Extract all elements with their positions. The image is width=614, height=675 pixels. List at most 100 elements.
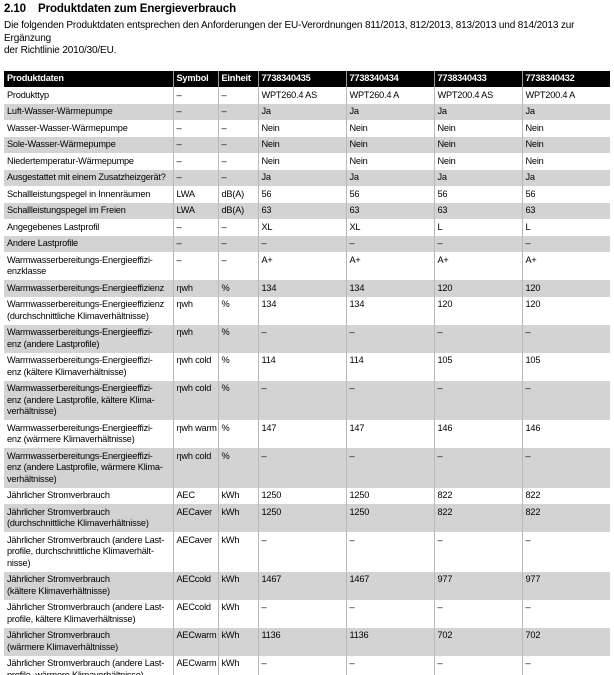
table-row: Luft-Wasser-Wärmepumpe – – Ja Ja Ja Ja <box>4 103 610 120</box>
cell-value-2: 63 <box>345 202 434 219</box>
table-row: Jährlicher Stromverbrauch (andere Last- … <box>4 532 610 572</box>
cell-product-label: Warmwasserbereitungs-Energieeffizienz <box>4 280 173 297</box>
table-row: Sole-Wasser-Wärmepumpe – – Nein Nein Nei… <box>4 136 610 153</box>
cell-value-1: 134 <box>257 280 346 297</box>
table-row: Jährlicher Stromverbrauch (wärmere Klima… <box>4 627 610 656</box>
cell-symbol: LWA <box>172 186 218 203</box>
table-row: Warmwasserbereitungs-Energieeffizi- enz … <box>4 352 610 381</box>
cell-value-2: – <box>345 655 434 675</box>
cell-product-label: Angegebenes Lastprofil <box>7 221 100 232</box>
cell-value-1: A+ <box>257 252 346 280</box>
cell-value-4: Ja <box>521 103 610 120</box>
cell-value-3: 822 <box>433 487 522 504</box>
cell-value-3: Ja <box>433 169 522 186</box>
cell-product-label: Ausgestattet mit einem Zusatzheizgerät? <box>4 169 173 186</box>
cell-value-1: XL <box>257 219 346 236</box>
cell-unit: dB(A) <box>217 186 258 203</box>
table-row: Produkttyp – – WPT260.4 AS WPT260.4 A WP… <box>4 87 610 104</box>
cell-value-1: 1250 <box>257 487 346 504</box>
cell-value-1: Ja <box>257 103 346 120</box>
cell-value-1: – <box>257 380 346 420</box>
cell-symbol: ηwh cold <box>172 352 218 381</box>
cell-product-label: Produkttyp <box>7 89 49 100</box>
cell-symbol: – <box>172 136 218 153</box>
cell-value-3: WPT200.4 AS <box>433 87 522 104</box>
cell-symbol: AEC <box>172 487 218 504</box>
cell-product-label: Jährlicher Stromverbrauch (kältere Klima… <box>4 571 173 600</box>
column-header-ordernumber-4: 7738340432 <box>521 70 610 87</box>
cell-product-label: Jährlicher Stromverbrauch <box>7 490 110 500</box>
cell-value-2: WPT260.4 A <box>345 87 434 104</box>
cell-value-4: A+ <box>521 252 610 280</box>
cell-value-4: Nein <box>521 136 610 153</box>
cell-value-3: – <box>433 448 522 488</box>
cell-value-3: 977 <box>433 571 522 600</box>
cell-value-4: Nein <box>521 153 610 170</box>
table-row: Warmwasserbereitungs-Energieeffizienz (d… <box>4 296 610 325</box>
cell-value-3: – <box>433 235 522 252</box>
cell-unit: kWh <box>217 627 258 656</box>
cell-symbol: – <box>172 169 218 186</box>
cell-value-3: Nein <box>433 136 522 153</box>
product-data-table: Produktdaten Symbol Einheit 7738340435 7… <box>4 70 610 675</box>
cell-value-4: 146 <box>521 420 610 448</box>
cell-unit: dB(A) <box>217 202 258 219</box>
cell-value-3: L <box>433 219 522 236</box>
cell-unit: – <box>217 219 258 236</box>
cell-value-1: 63 <box>257 202 346 219</box>
column-header-symbol: Symbol <box>172 70 218 87</box>
cell-value-2: XL <box>345 219 434 236</box>
table-row: Warmwasserbereitungs-Energieeffizi- enzk… <box>4 252 610 280</box>
cell-product-label: Jährlicher Stromverbrauch (andere Last- … <box>7 534 165 568</box>
cell-value-1: – <box>257 532 346 572</box>
cell-symbol: – <box>172 219 218 236</box>
table-row: Angegebenes Lastprofil – – XL XL L L <box>4 219 610 236</box>
cell-product-label: Luft-Wasser-Wärmepumpe <box>4 103 173 120</box>
cell-unit: kWh <box>217 532 258 572</box>
cell-value-4: – <box>521 324 610 353</box>
cell-symbol: AECaver <box>172 504 218 532</box>
cell-value-4: – <box>521 655 610 675</box>
cell-symbol: AECcold <box>172 599 218 628</box>
cell-product-label: Jährlicher Stromverbrauch (durchschnittl… <box>4 504 173 532</box>
cell-value-3: 105 <box>433 352 522 381</box>
cell-symbol: LWA <box>172 202 218 219</box>
cell-product-label: Warmwasserbereitungs-Energieeffizi- enz … <box>4 380 173 420</box>
cell-value-3: 822 <box>433 504 522 532</box>
table-header-row: Produktdaten Symbol Einheit 7738340435 7… <box>4 70 610 87</box>
cell-value-1: Nein <box>257 136 346 153</box>
cell-value-4: – <box>521 448 610 488</box>
cell-value-2: Ja <box>345 103 434 120</box>
cell-symbol: ηwh <box>172 324 218 353</box>
cell-value-2: 134 <box>345 296 434 325</box>
page-title: Produktdaten zum Energieverbrauch <box>38 3 236 15</box>
cell-value-4: 822 <box>521 487 610 504</box>
cell-value-1: Nein <box>257 120 346 137</box>
cell-value-4: Ja <box>521 169 610 186</box>
cell-symbol: – <box>172 235 218 252</box>
cell-value-3: – <box>433 599 522 628</box>
table-row: Warmwasserbereitungs-Energieeffizienz ηw… <box>4 280 610 297</box>
cell-symbol: AECcold <box>172 571 218 600</box>
table-row: Warmwasserbereitungs-Energieeffizi- enz … <box>4 448 610 488</box>
cell-value-3: Nein <box>433 153 522 170</box>
cell-value-2: 134 <box>345 280 434 297</box>
cell-product-label: Niedertemperatur-Wärmepumpe <box>7 155 134 166</box>
cell-value-2: 56 <box>345 186 434 203</box>
cell-unit: % <box>217 380 258 420</box>
cell-value-2: – <box>345 532 434 572</box>
column-header-einheit: Einheit <box>217 70 258 87</box>
cell-value-3: – <box>433 380 522 420</box>
cell-product-label: Warmwasserbereitungs-Energieeffizi- enz … <box>4 448 173 488</box>
cell-symbol: AECwarm <box>172 627 218 656</box>
cell-unit: % <box>217 296 258 325</box>
cell-value-1: 56 <box>257 186 346 203</box>
section-number: 2.10 <box>4 3 26 15</box>
table-row: Schallleistungspegel im Freien LWA dB(A)… <box>4 202 610 219</box>
cell-product-label: Sole-Wasser-Wärmepumpe <box>4 136 173 153</box>
cell-unit: kWh <box>217 571 258 600</box>
cell-value-4: 105 <box>521 352 610 381</box>
cell-value-2: 1250 <box>345 504 434 532</box>
cell-symbol: ηwh <box>172 280 218 297</box>
